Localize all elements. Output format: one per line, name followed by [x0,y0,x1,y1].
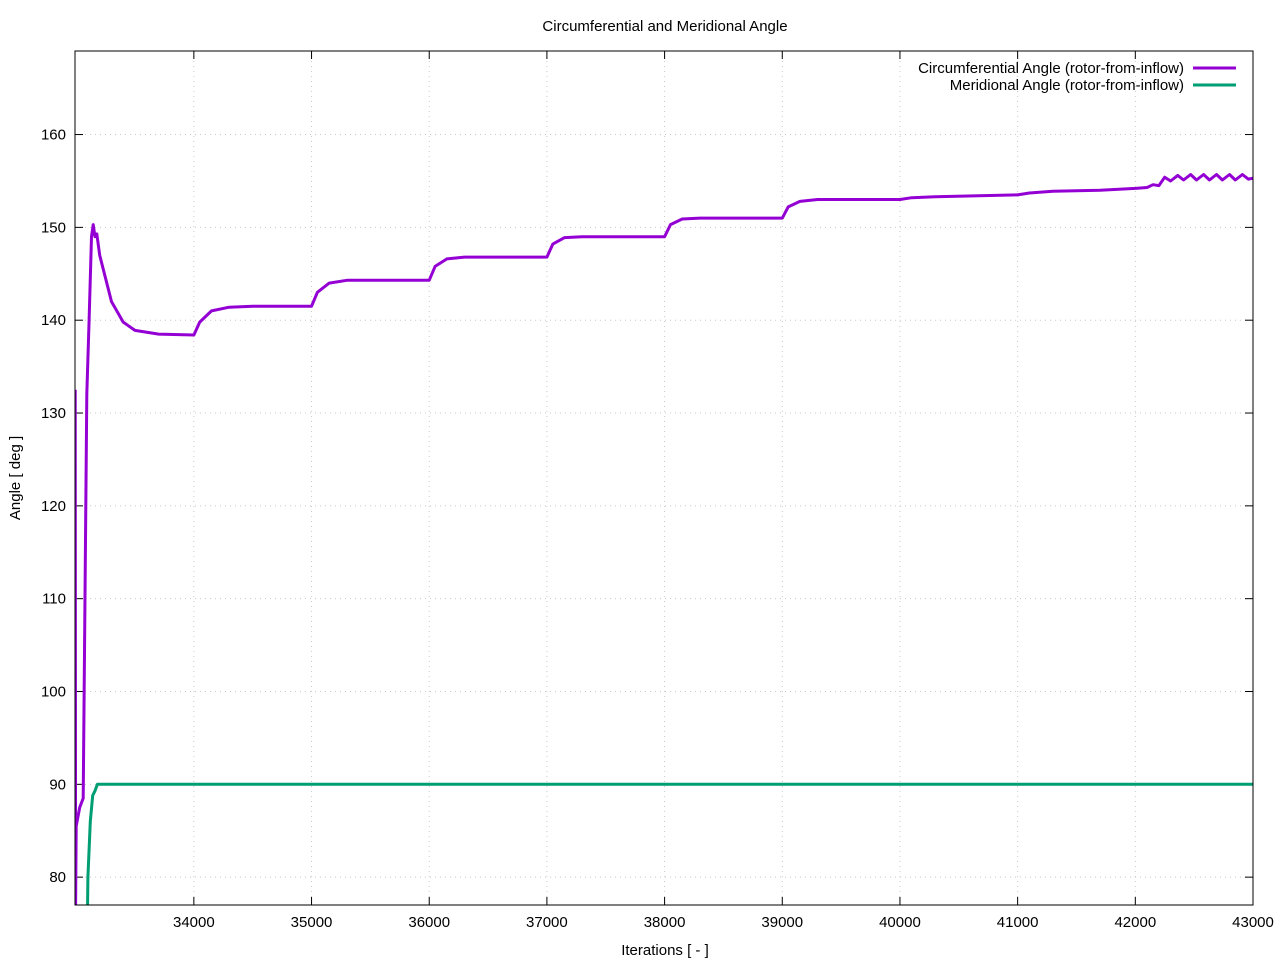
x-tick-label: 39000 [761,914,803,931]
ticks: 34000 35000 36000 37000 38000 39000 40000 41000… [41,51,1274,931]
x-axis-label: Iterations [ - ] [621,942,709,959]
y-tick-label: 100 [41,684,66,701]
x-tick-label: 42000 [1114,914,1156,931]
x-tick-label: 38000 [644,914,686,931]
y-tick-label: 160 [41,127,66,144]
y-tick-label: 90 [49,776,66,793]
x-tick-label: 37000 [526,914,568,931]
y-tick-label: 140 [41,312,66,329]
x-tick-label: 35000 [291,914,333,931]
legend: Circumferential Angle (rotor-from-inflow… [918,60,1236,94]
legend-label-0: Circumferential Angle (rotor-from-inflow… [918,60,1184,77]
y-axis-label: Angle [ deg ] [7,436,24,520]
chart-title: Circumferential and Meridional Angle [542,18,787,35]
y-tick-label: 130 [41,405,66,422]
series-line-0 [75,173,1253,905]
grid [75,51,1253,905]
y-tick-label: 120 [41,498,66,515]
x-tick-label: 40000 [879,914,921,931]
series-lines [75,173,1253,905]
y-tick-label: 80 [49,869,66,886]
plot-frame [74,50,1254,906]
x-tick-label: 34000 [173,914,215,931]
y-tick-label: 150 [41,219,66,236]
x-tick-label: 43000 [1232,914,1274,931]
legend-label-1: Meridional Angle (rotor-from-inflow) [950,77,1184,94]
x-tick-label: 41000 [997,914,1039,931]
y-tick-label: 110 [42,591,66,608]
series-line-1 [86,782,1253,905]
x-tick-label: 36000 [408,914,450,931]
